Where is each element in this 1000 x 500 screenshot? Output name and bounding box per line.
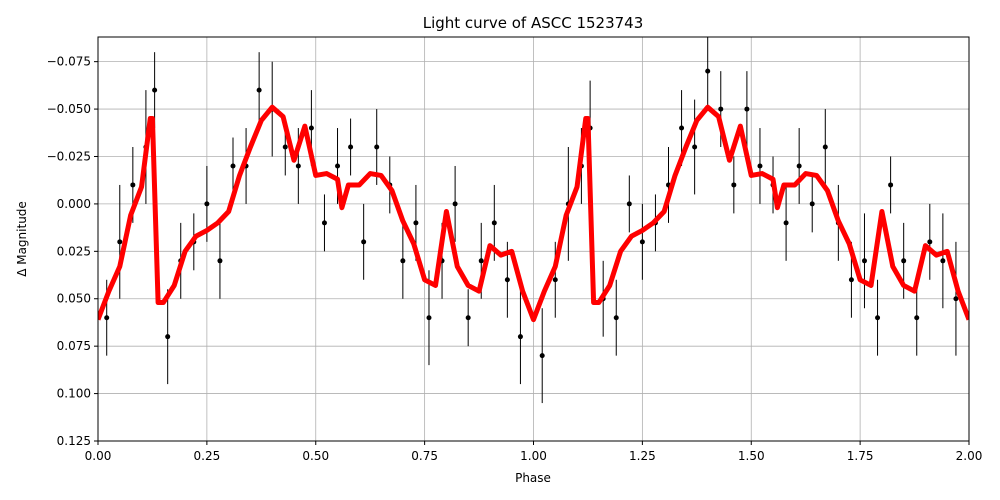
data-point (875, 315, 881, 321)
data-point (504, 277, 510, 283)
y-tick-label: 0.075 (57, 339, 91, 353)
y-tick-label: −0.050 (47, 102, 91, 116)
data-point (822, 144, 828, 150)
data-point (282, 144, 288, 150)
data-point (953, 296, 959, 302)
data-point (940, 258, 946, 264)
data-point (230, 163, 236, 169)
data-point (914, 315, 920, 321)
data-point (552, 277, 558, 283)
x-tick-label: 1.25 (629, 449, 656, 463)
data-point (130, 182, 136, 188)
data-point (152, 87, 158, 93)
data-point (731, 182, 737, 188)
ticks: 0.00 0.25 0.50 0.75 1.00 1.25 1.50 1.75 2.00 −0.0… (47, 55, 983, 463)
chart-title: Light curve of ASCC 1523743 (423, 14, 644, 32)
data-point (517, 334, 523, 340)
x-tick-label: 1.75 (847, 449, 874, 463)
data-point (400, 258, 406, 264)
data-point (744, 106, 750, 112)
data-point (204, 201, 210, 207)
data-point (927, 239, 933, 245)
model-line (98, 104, 969, 323)
data-point (426, 315, 432, 321)
x-tick-label: 0.25 (194, 449, 221, 463)
data-point (861, 258, 867, 264)
y-tick-label: 0.050 (57, 292, 91, 306)
data-point (465, 315, 471, 321)
data-point (452, 201, 458, 207)
data-point (374, 144, 380, 150)
data-point (626, 201, 632, 207)
data-point (117, 239, 123, 245)
data-point (809, 201, 815, 207)
data-point (321, 220, 327, 226)
data-point (639, 239, 645, 245)
data-point (361, 239, 367, 245)
data-point (308, 125, 314, 131)
data-point (679, 125, 685, 131)
data-point (256, 87, 262, 93)
plot-data (98, 37, 969, 404)
data-point (718, 106, 724, 112)
y-tick-label: −0.075 (47, 55, 91, 69)
data-point (295, 163, 301, 169)
data-point (848, 277, 854, 283)
x-tick-label: 1.00 (520, 449, 547, 463)
data-point (348, 144, 354, 150)
y-tick-label: 0.125 (57, 434, 91, 448)
data-point (692, 144, 698, 150)
data-point (705, 68, 711, 74)
x-tick-label: 0.00 (85, 449, 112, 463)
y-tick-label: 0.025 (57, 244, 91, 258)
x-tick-label: 0.75 (411, 449, 438, 463)
data-point (888, 182, 894, 188)
y-tick-label: 0.000 (57, 197, 91, 211)
x-tick-label: 0.50 (302, 449, 329, 463)
data-point (539, 353, 545, 359)
data-point (413, 220, 419, 226)
data-point (478, 258, 484, 264)
data-point (217, 258, 223, 264)
data-point (335, 163, 341, 169)
data-point (901, 258, 907, 264)
y-tick-label: −0.025 (47, 149, 91, 163)
data-point (783, 220, 789, 226)
data-point (613, 315, 619, 321)
data-point (796, 163, 802, 169)
data-point (165, 334, 171, 340)
data-point (491, 220, 497, 226)
x-tick-label: 2.00 (956, 449, 983, 463)
data-point (104, 315, 110, 321)
y-axis-label: Δ Magnitude (15, 201, 29, 277)
x-axis-label: Phase (515, 471, 551, 485)
y-tick-label: 0.100 (57, 387, 91, 401)
data-point (757, 163, 763, 169)
x-tick-label: 1.50 (738, 449, 765, 463)
